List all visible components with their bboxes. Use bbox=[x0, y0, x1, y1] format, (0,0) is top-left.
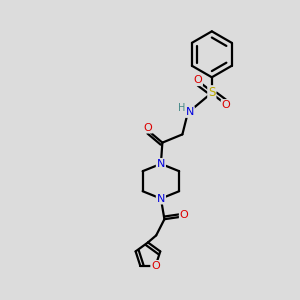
Text: O: O bbox=[180, 210, 188, 220]
Text: O: O bbox=[222, 100, 230, 110]
Text: N: N bbox=[186, 107, 194, 117]
Text: N: N bbox=[157, 159, 165, 169]
Text: O: O bbox=[151, 261, 160, 271]
Text: H: H bbox=[178, 103, 185, 113]
Text: S: S bbox=[208, 86, 215, 99]
Text: N: N bbox=[157, 194, 165, 204]
Text: O: O bbox=[143, 123, 152, 133]
Text: O: O bbox=[193, 75, 202, 85]
